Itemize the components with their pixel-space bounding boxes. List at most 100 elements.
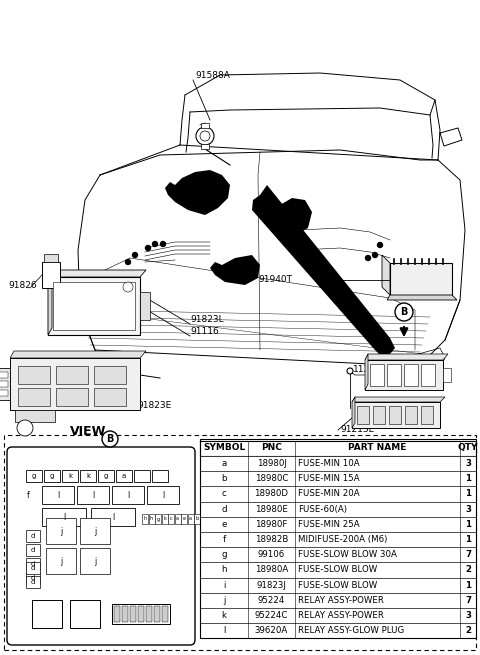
Bar <box>161 514 168 524</box>
Bar <box>389 406 401 424</box>
Text: d: d <box>31 579 35 585</box>
Bar <box>134 470 150 482</box>
Text: FUSE-SLOW BLOW 30A: FUSE-SLOW BLOW 30A <box>298 550 397 559</box>
Text: a: a <box>176 517 179 521</box>
Text: g: g <box>32 473 36 479</box>
Bar <box>77 486 109 504</box>
Text: FUSE-SLOW BLOW: FUSE-SLOW BLOW <box>298 581 377 590</box>
Bar <box>200 471 476 487</box>
Text: RELAY ASSY-GLOW PLUG: RELAY ASSY-GLOW PLUG <box>298 626 404 635</box>
Bar <box>62 470 78 482</box>
Bar <box>26 530 40 542</box>
Text: 18980J: 18980J <box>257 459 287 468</box>
Circle shape <box>160 242 166 246</box>
Polygon shape <box>10 351 146 358</box>
Circle shape <box>17 420 33 436</box>
Text: f: f <box>222 535 226 544</box>
Text: FUSE-MIN 10A: FUSE-MIN 10A <box>298 459 360 468</box>
Text: PNC: PNC <box>261 443 282 452</box>
Bar <box>443 368 451 382</box>
Text: k: k <box>86 473 90 479</box>
Circle shape <box>123 282 133 292</box>
Bar <box>168 514 174 524</box>
Bar <box>201 123 209 128</box>
Text: g: g <box>156 517 159 521</box>
Circle shape <box>102 431 118 447</box>
Bar <box>352 402 440 428</box>
Text: i: i <box>223 581 225 590</box>
Text: j: j <box>94 557 96 565</box>
Text: k: k <box>163 517 166 521</box>
Polygon shape <box>165 170 230 215</box>
Bar <box>18 388 50 406</box>
Text: l: l <box>223 626 225 635</box>
Text: d: d <box>31 565 35 571</box>
Bar <box>370 364 384 386</box>
Bar <box>80 470 96 482</box>
Bar <box>200 578 476 593</box>
Text: c: c <box>170 517 172 521</box>
Text: B: B <box>400 307 408 317</box>
Bar <box>0 381 8 387</box>
Text: 91213E: 91213E <box>340 426 374 434</box>
Bar <box>10 358 140 410</box>
Circle shape <box>196 127 214 145</box>
FancyBboxPatch shape <box>4 435 476 650</box>
Circle shape <box>377 242 383 248</box>
Bar <box>387 364 401 386</box>
Text: k: k <box>68 473 72 479</box>
Text: h: h <box>150 517 153 521</box>
Bar <box>421 364 435 386</box>
Circle shape <box>200 131 210 141</box>
Bar <box>94 388 126 406</box>
Polygon shape <box>265 198 312 235</box>
Text: d: d <box>31 533 35 539</box>
Text: l: l <box>92 491 94 500</box>
Bar <box>42 486 74 504</box>
Circle shape <box>372 252 377 257</box>
Bar <box>175 514 180 524</box>
Text: 1: 1 <box>465 535 471 544</box>
Text: 91588A: 91588A <box>195 71 230 81</box>
Bar <box>200 608 476 623</box>
Text: 18980E: 18980E <box>255 505 288 514</box>
Text: PART NAME: PART NAME <box>348 443 407 452</box>
Bar <box>162 606 168 622</box>
Text: 91823L: 91823L <box>190 316 224 324</box>
Polygon shape <box>365 354 368 390</box>
Polygon shape <box>365 354 448 360</box>
Bar <box>94 366 126 384</box>
Circle shape <box>395 303 413 321</box>
Circle shape <box>365 255 371 261</box>
Text: 1125KR: 1125KR <box>353 365 388 375</box>
Bar <box>200 563 476 578</box>
Bar <box>365 360 443 390</box>
Text: l: l <box>127 491 129 500</box>
Text: FUSE-MIN 20A: FUSE-MIN 20A <box>298 489 360 498</box>
Bar <box>70 600 100 628</box>
Text: 95224C: 95224C <box>255 611 288 620</box>
Text: d: d <box>31 561 35 567</box>
Text: e: e <box>221 520 227 529</box>
Text: FUSE-MIN 25A: FUSE-MIN 25A <box>298 520 360 529</box>
FancyBboxPatch shape <box>7 447 195 645</box>
Polygon shape <box>48 270 52 335</box>
Bar <box>0 390 8 396</box>
Bar <box>112 604 170 624</box>
Text: 7: 7 <box>465 550 471 559</box>
Text: SYMBOL: SYMBOL <box>203 443 245 452</box>
Text: FUSE-MIN 15A: FUSE-MIN 15A <box>298 474 360 483</box>
Bar <box>0 368 10 400</box>
Circle shape <box>145 246 151 250</box>
Bar <box>200 532 476 547</box>
Text: h: h <box>221 565 227 574</box>
Polygon shape <box>387 295 457 300</box>
Polygon shape <box>382 255 390 295</box>
Bar <box>405 406 417 424</box>
Bar <box>152 470 168 482</box>
Bar <box>201 144 209 149</box>
Text: FUSE-60(A): FUSE-60(A) <box>298 505 347 514</box>
Text: b: b <box>195 517 199 521</box>
Bar <box>194 514 200 524</box>
Bar <box>26 562 40 574</box>
